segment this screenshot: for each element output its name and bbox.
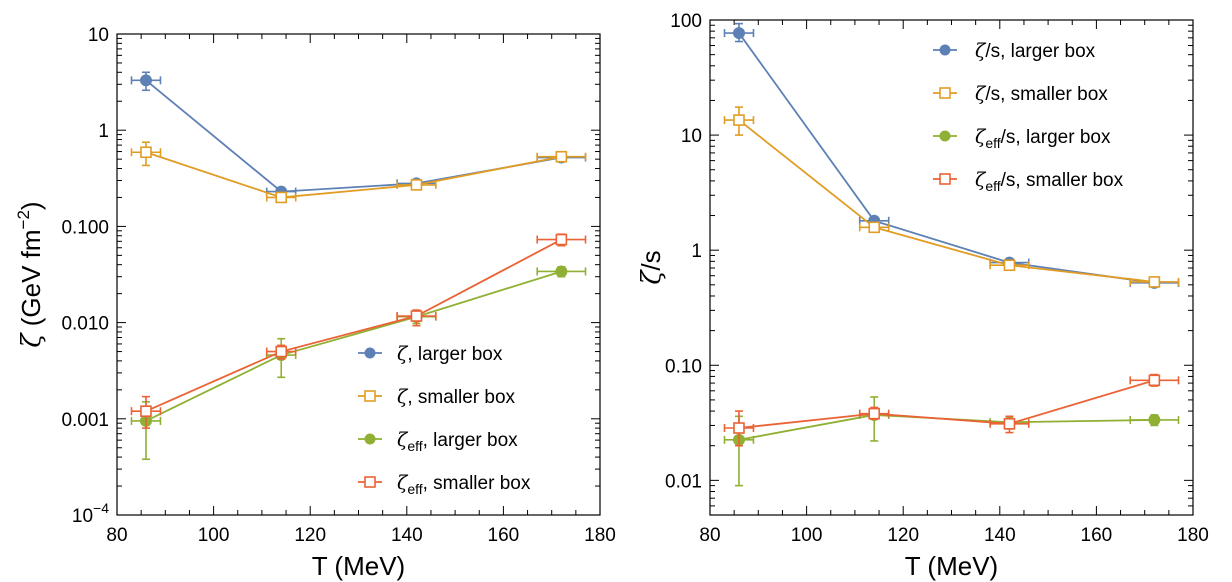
- y-tick-label: 0.10: [665, 356, 702, 377]
- data-point: [555, 265, 568, 278]
- x-tick-label: 160: [488, 525, 520, 546]
- y-tick-label: 0.01: [665, 471, 702, 492]
- data-point: [868, 407, 881, 420]
- data-point: [732, 27, 745, 40]
- x-tick-label: 120: [294, 525, 326, 546]
- data-point: [555, 233, 568, 246]
- legend-label: ζ/s, larger box: [975, 40, 1096, 62]
- legend-marker: [939, 173, 951, 185]
- data-point: [1003, 259, 1016, 272]
- series-line: [145, 270, 562, 422]
- x-tick-label: 140: [984, 525, 1016, 546]
- legend-marker: [364, 476, 376, 488]
- series-line: [738, 379, 1155, 429]
- y-tick-label: 0.010: [61, 314, 109, 335]
- legend-label: ζeff/s, larger box: [975, 126, 1111, 151]
- series-line: [738, 119, 1155, 283]
- legend-marker: [939, 87, 951, 99]
- legend-label: ζeff/s, smaller box: [975, 169, 1124, 194]
- data-point: [275, 345, 288, 358]
- chart-right: 80 100 120 140 160 180 0.01 0.10 1 10 100 T (MeV) ζ/…: [636, 11, 1209, 581]
- series-1: ζ, smaller box: [130, 141, 587, 408]
- y-tick-label: 10−4: [72, 500, 109, 527]
- legend-marker: [939, 44, 951, 56]
- series-line: [145, 79, 562, 193]
- series-0: ζ, larger box: [130, 71, 587, 365]
- x-tick-label: 100: [198, 525, 230, 546]
- data-point: [1003, 418, 1016, 430]
- x-tick-label: 140: [391, 525, 423, 546]
- y-tick-label: 1: [98, 121, 109, 142]
- y-axis-title: ζ/s: [636, 250, 667, 284]
- series-1: ζ/s, smaller box: [723, 83, 1180, 288]
- legend-label: ζeff, larger box: [397, 429, 518, 454]
- x-tick-label: 180: [584, 525, 616, 546]
- legend-marker: [939, 130, 951, 142]
- series-line: [738, 32, 1155, 284]
- y-tick-label: 0.001: [61, 410, 109, 431]
- x-tick-label: 80: [699, 525, 720, 546]
- y-tick-label: 10: [88, 25, 109, 46]
- data-point: [1148, 413, 1161, 426]
- y-tick-label: 100: [670, 11, 702, 32]
- data-point: [140, 405, 152, 417]
- y-tick-label: 1: [691, 241, 702, 262]
- legend-marker: [364, 433, 376, 445]
- data-point: [1148, 276, 1161, 288]
- x-tick-label: 160: [1081, 525, 1113, 546]
- legend-marker: [364, 347, 376, 359]
- x-tick-label: 120: [887, 525, 919, 546]
- data-point: [733, 422, 745, 434]
- data-point: [555, 150, 568, 163]
- data-point: [275, 191, 288, 204]
- legend-label: ζ/s, smaller box: [975, 83, 1108, 105]
- x-tick-label: 100: [791, 525, 823, 546]
- data-point: [410, 310, 423, 322]
- x-tick-label: 180: [1177, 525, 1209, 546]
- series-3: ζeff/s, smaller box: [723, 169, 1180, 447]
- y-tick-label: 0.100: [61, 217, 109, 238]
- x-axis-title: T (MeV): [905, 551, 998, 581]
- data-point: [868, 221, 881, 234]
- data-point: [139, 74, 152, 87]
- y-axis-title: ζ (GeV fm−2): [14, 201, 47, 347]
- data-point: [1148, 374, 1161, 387]
- series-line: [145, 238, 562, 413]
- chart-left: 80 100 120 140 160 180 10−4 0.001 0.010 0.100 1 10 T…: [14, 25, 616, 581]
- x-tick-label: 80: [106, 525, 127, 546]
- legend-label: ζ, smaller box: [397, 386, 516, 408]
- plot-frame: [116, 33, 601, 516]
- y-tick-label: 10: [681, 126, 702, 147]
- series-line: [145, 151, 562, 199]
- legend-label: ζeff, smaller box: [397, 472, 531, 497]
- series-3: ζeff, smaller box: [130, 233, 587, 497]
- legend-marker: [364, 390, 376, 402]
- data-point: [410, 179, 423, 191]
- series-2: ζeff, larger box: [130, 265, 587, 461]
- data-point: [733, 114, 745, 126]
- x-axis-title: T (MeV): [312, 551, 405, 581]
- legend-label: ζ, larger box: [397, 343, 503, 365]
- data-point: [140, 146, 152, 159]
